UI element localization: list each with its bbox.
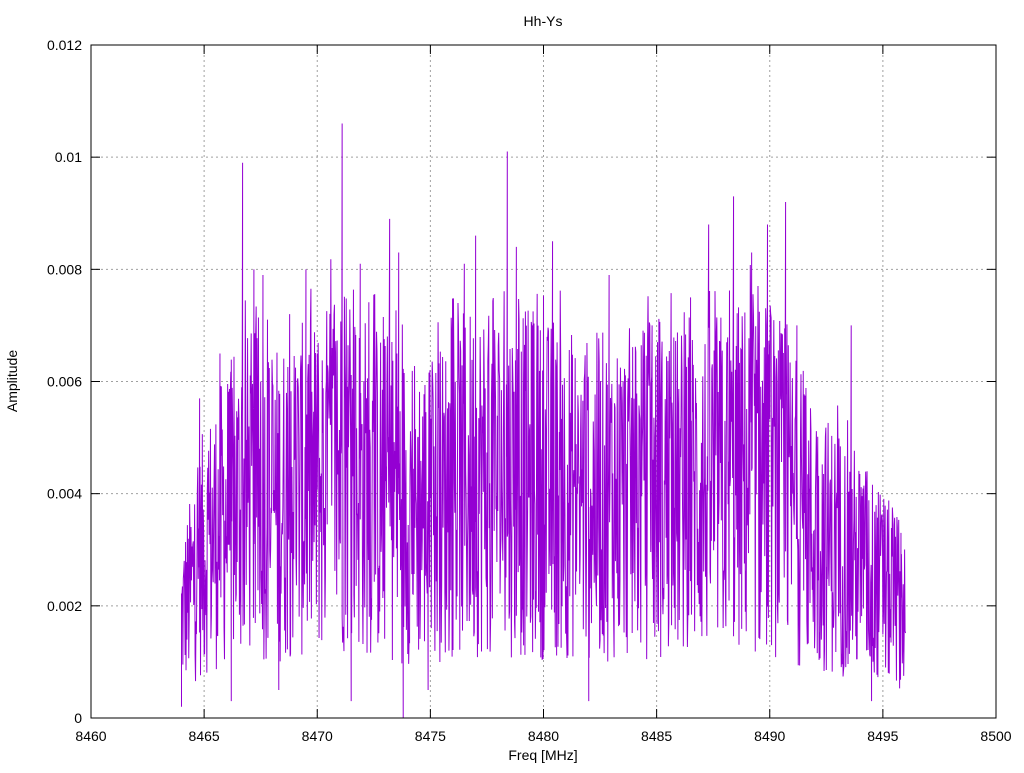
y-axis-title: Amplitude	[4, 350, 20, 412]
tick-layer: 0 0.002 0.004 0.006 0.008 0.01 0.012 8460 8465 84…	[47, 37, 1012, 744]
y-tick-label: 0.002	[47, 598, 82, 614]
x-tick-label: 8485	[641, 728, 672, 744]
x-tick-label: 8470	[302, 728, 333, 744]
x-tick-label: 8465	[189, 728, 220, 744]
x-tick-label: 8495	[867, 728, 898, 744]
chart-title: Hh-Ys	[524, 13, 563, 29]
x-tick-label: 8480	[528, 728, 559, 744]
y-tick-label: 0.006	[47, 374, 82, 390]
series-layer	[181, 123, 906, 719]
x-axis-title: Freq [MHz]	[508, 747, 577, 763]
y-tick-label: 0.012	[47, 37, 82, 53]
x-tick-label: 8460	[75, 728, 106, 744]
series-line	[181, 123, 906, 719]
y-tick-label: 0.01	[55, 149, 82, 165]
x-tick-label: 8490	[754, 728, 785, 744]
y-tick-label: 0.004	[47, 486, 82, 502]
x-tick-label: 8475	[415, 728, 446, 744]
x-tick-label: 8500	[980, 728, 1011, 744]
y-tick-label: 0.008	[47, 261, 82, 277]
y-tick-label: 0	[74, 710, 82, 726]
